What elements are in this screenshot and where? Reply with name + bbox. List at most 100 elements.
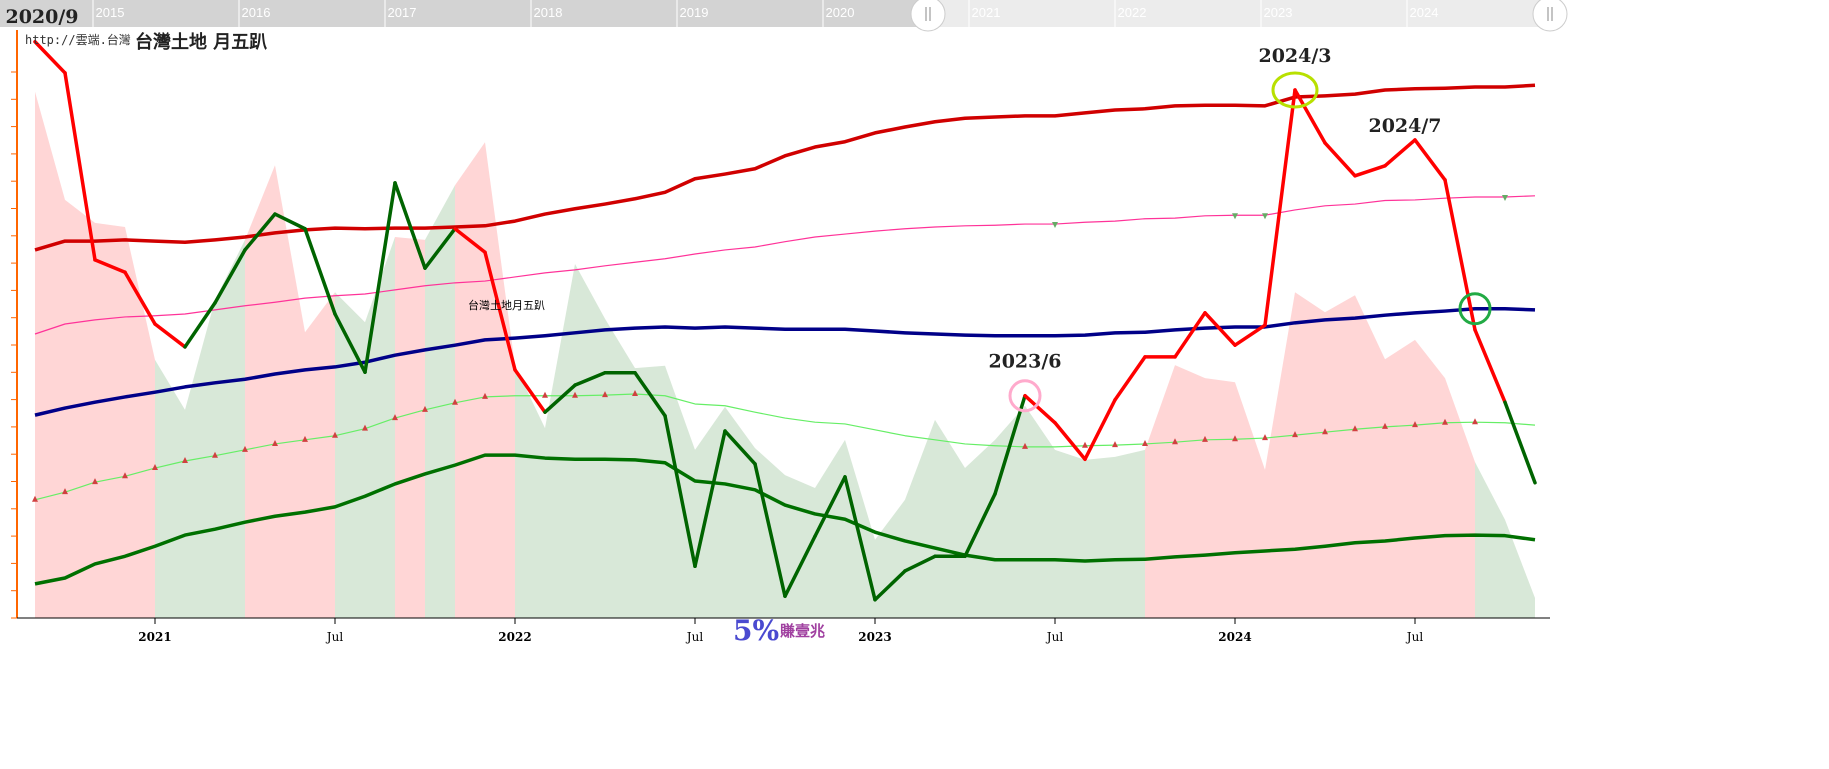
triangle-up-marker: [452, 398, 458, 405]
navigator-year-label: 2016: [242, 5, 271, 20]
x-tick-label: Jul: [1405, 630, 1424, 644]
triangle-up-marker: [482, 392, 488, 399]
area-segment: [1145, 365, 1175, 618]
triangle-up-marker: [1442, 418, 1448, 425]
annotations: 2020/9 2023/6 2024/3 2024/7: [5, 6, 1492, 413]
y-axis-ticks: [11, 71, 17, 619]
triangle-up-marker: [182, 457, 188, 464]
x-tick-label: 2021: [138, 630, 171, 644]
navigator[interactable]: 2015 2016 2017 2018 2019 2020 2021 2022 2023 2024: [0, 0, 1560, 27]
area-segment: [395, 236, 425, 618]
area-segment: [275, 165, 305, 619]
fast-line-segment: [453, 226, 487, 255]
fast-line-segment: [1083, 398, 1117, 461]
logo-percent: 5%: [733, 614, 779, 647]
area-segment: [1295, 292, 1325, 618]
triangle-up-marker: [1112, 441, 1118, 448]
triangle-up-marker: [332, 431, 338, 438]
logo-text: 賺壹兆: [780, 622, 825, 640]
fast-line-segment: [1113, 355, 1147, 402]
area-segment: [35, 91, 65, 619]
area-segment: [1205, 378, 1235, 618]
fast-line-segment: [573, 371, 607, 387]
triangle-up-marker: [1142, 439, 1148, 446]
x-tick-label: 2022: [498, 630, 531, 644]
fast-line-segment: [1203, 311, 1237, 347]
fast-line-segment: [363, 181, 397, 374]
fast-line-segment: [273, 212, 307, 231]
highlight-circle: [1271, 71, 1319, 109]
fast-line-segment: [1173, 311, 1207, 359]
slow-ma-line: [34, 453, 1536, 586]
x-tick-label: 2023: [858, 630, 891, 644]
fast-line-segment: [243, 212, 277, 252]
triangle-up-marker: [152, 464, 158, 471]
triangle-down-marker: [1502, 194, 1508, 201]
navigator-year-label: 2022: [1118, 5, 1147, 20]
triangle-up-marker: [272, 439, 278, 446]
area-segment: [1325, 295, 1355, 618]
navigator-year-label: 2020: [826, 5, 855, 20]
fast-line-segment: [873, 569, 907, 602]
navigator-handles[interactable]: [910, 0, 1568, 32]
area-segment: [1235, 382, 1265, 618]
area-segment: [1115, 449, 1145, 618]
source-url: http://雲端.台灣: [25, 32, 131, 47]
area-segment: [335, 292, 365, 618]
annotation-label: 2024/7: [1368, 115, 1441, 137]
triangle-up-marker: [1232, 435, 1238, 442]
triangle-down-marker: [1262, 213, 1268, 220]
fast-line-segment: [1293, 88, 1327, 145]
area-segment: [605, 318, 635, 618]
fast-line-segment: [153, 322, 187, 349]
area-segment: [935, 419, 965, 618]
area-segment: [905, 419, 935, 618]
long-ma-line: [34, 83, 1536, 252]
triangle-up-marker: [362, 424, 368, 431]
fast-line-segment: [183, 301, 217, 349]
area-segment: [305, 292, 335, 618]
fast-line-segment: [513, 368, 547, 414]
area-segment: [125, 226, 155, 619]
fast-line-segment: [483, 250, 517, 372]
annotation-label: 2024/3: [1258, 45, 1331, 67]
plot-area: [32, 40, 1537, 619]
fast-line-segment: [213, 248, 247, 305]
area-segment: [1415, 339, 1445, 618]
area-segment: [1025, 405, 1055, 618]
area-segment: [875, 499, 905, 618]
fast-line-segment: [543, 383, 577, 414]
fast-line-segment: [843, 475, 877, 602]
triangle-up-marker: [1472, 418, 1478, 425]
navigator-handle[interactable]: [910, 0, 946, 32]
area-segment: [155, 359, 185, 618]
triangle-up-marker: [212, 451, 218, 458]
navigator-year-label: 2015: [96, 5, 125, 20]
fast-line-segment: [633, 371, 667, 418]
x-axis: 2021 Jul 2022 Jul 2023 Jul 2024 Jul: [138, 618, 1423, 644]
navigator-year-label: 2018: [534, 5, 563, 20]
triangle-up-marker: [62, 488, 68, 495]
area-segment: [1175, 365, 1205, 618]
fast-line-segment: [1053, 421, 1087, 461]
navigator-selection[interactable]: [928, 0, 1548, 27]
triangle-up-marker: [1322, 428, 1328, 435]
triangle-down-marker: [1232, 213, 1238, 220]
area-segment: [65, 199, 95, 618]
triangle-up-marker: [122, 472, 128, 479]
fast-line-segment: [123, 270, 157, 326]
area-segment: [635, 365, 665, 618]
triangle-up-marker: [1082, 441, 1088, 448]
fast-line-segment: [1503, 400, 1537, 485]
triangle-up-marker: [422, 405, 428, 412]
lower-band-line: [34, 393, 1536, 501]
triangle-up-marker: [542, 391, 548, 398]
navigator-handle[interactable]: [1532, 0, 1568, 32]
fast-line-segment: [393, 181, 427, 270]
area-segment: [995, 405, 1025, 618]
fast-line-segment: [963, 492, 997, 559]
navigator-year-label: 2021: [972, 5, 1001, 20]
highlight-circle: [1458, 292, 1492, 326]
series-label: 台灣土地月五趴: [468, 298, 545, 312]
